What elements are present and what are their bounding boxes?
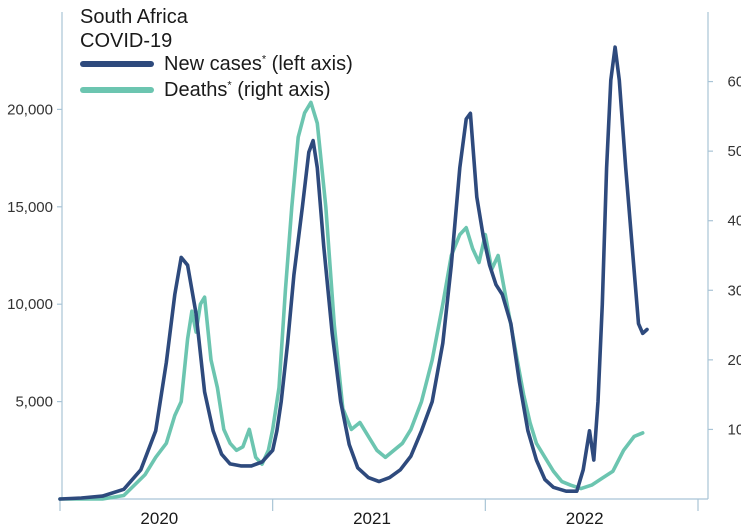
right-tick-label: 400 (727, 213, 741, 230)
legend-axis-note-new-cases: (left axis) (271, 52, 353, 75)
legend-superscript-new-cases: * (261, 52, 267, 65)
left-tick-label: 5,000 (15, 394, 53, 411)
x-tick-label-2021: 2021 (353, 509, 391, 528)
legend-item-new-cases: New cases* (left axis) (80, 52, 353, 76)
right-tick-label: 100 (727, 421, 741, 438)
series-line-deaths (58, 100, 645, 501)
left-tick-label: 10,000 (7, 296, 53, 313)
legend-label-deaths: Deaths (164, 78, 228, 101)
chart-title: South Africa (80, 6, 188, 28)
left-tick-label: 20,000 (7, 101, 53, 118)
legend-item-deaths: Deaths* (right axis) (80, 78, 331, 102)
series-line-new-cases (58, 45, 649, 501)
x-tick-label-2022: 2022 (566, 509, 604, 528)
right-tick-label: 200 (727, 352, 741, 369)
right-tick-label: 600 (727, 74, 741, 91)
legend-swatch-deaths (80, 87, 154, 93)
legend-swatch-new-cases (80, 61, 154, 67)
legend-label-new-cases: New cases (164, 52, 262, 75)
chart-subtitle: COVID-19 (80, 30, 173, 52)
right-tick-label: 500 (727, 143, 741, 160)
legend-superscript-deaths: * (227, 78, 232, 91)
x-tick-label-2020: 2020 (140, 509, 178, 528)
legend-axis-note-deaths: (right axis) (237, 78, 331, 101)
left-tick-label: 15,000 (7, 199, 53, 216)
right-tick-label: 300 (727, 282, 741, 299)
